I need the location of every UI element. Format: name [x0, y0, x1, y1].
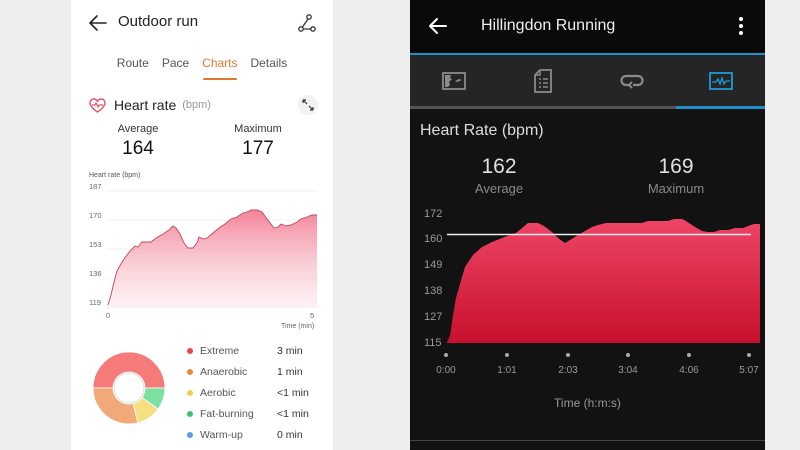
zone-row-aerobic: Aerobic <1 min	[187, 382, 317, 403]
app-bar-divider	[410, 53, 765, 55]
maximum-value: 177	[242, 138, 274, 159]
arrow-left-icon[interactable]	[428, 16, 448, 36]
heart-rate-line	[107, 209, 317, 306]
svg-text:138: 138	[424, 285, 442, 297]
y-axis: 172 160 149 138 127 115	[424, 208, 442, 349]
svg-text:136: 136	[89, 269, 102, 278]
charts-icon	[708, 72, 733, 90]
svg-text:149: 149	[424, 259, 442, 271]
zone-legend: Extreme 3 min Anaerobic 1 min Aerobic <1…	[187, 340, 317, 445]
x-axis-dots	[444, 353, 751, 357]
tab-indicator-track	[410, 106, 765, 109]
section-unit: (bpm)	[182, 99, 211, 111]
tab-pace[interactable]: Pace	[161, 56, 190, 70]
arrow-left-icon[interactable]	[87, 12, 109, 34]
average-value: 162	[481, 155, 517, 178]
zone-dot	[187, 368, 193, 375]
tab-details[interactable]	[499, 55, 588, 107]
more-vertical-icon[interactable]	[736, 16, 746, 36]
y-axis: 187 170 153 136 119	[89, 182, 102, 307]
svg-text:5: 5	[310, 311, 314, 320]
zone-row-extreme: Extreme 3 min	[187, 340, 317, 361]
heart-rate-area	[447, 219, 760, 343]
svg-text:170: 170	[89, 211, 102, 220]
zone-slice-extreme	[92, 351, 166, 389]
zone-dot	[187, 410, 193, 417]
laps-icon	[620, 74, 644, 89]
map-icon	[442, 72, 467, 90]
bottom-divider	[410, 440, 765, 441]
zone-row-warm-up: Warm-up 0 min	[187, 424, 317, 445]
zone-slice-anaerobic	[92, 387, 139, 425]
hillingdon-running-screen: Hillingdon Running	[410, 0, 765, 450]
heart-rate-icon	[89, 97, 106, 113]
zone-dot	[187, 389, 193, 396]
average-value: 164	[122, 138, 154, 159]
route-icon[interactable]	[296, 13, 318, 33]
heart-rate-chart: 172 160 149 138 127 115 0:00 1:01 2:03 3…	[424, 208, 760, 376]
maximum-label: Maximum	[647, 181, 705, 196]
tab-bar: Route Pace Charts Details	[71, 56, 333, 80]
maximum-label: Maximum	[234, 123, 282, 135]
section-title: Heart Rate (bpm)	[420, 122, 544, 139]
heart-rate-chart: Heart rate (bpm) 187 170 153 136 119 0 5…	[89, 172, 317, 330]
expand-button[interactable]	[298, 95, 318, 115]
maximum-value: 169	[658, 155, 694, 178]
active-tab-indicator	[676, 106, 765, 109]
maximum-stat: Maximum 177	[218, 123, 298, 160]
outdoor-run-screen: Outdoor run Route Pace Charts Details He…	[71, 0, 333, 450]
average-stat: Average 164	[98, 123, 178, 160]
app-bar: Hillingdon Running	[410, 0, 765, 53]
zone-row-anaerobic: Anaerobic 1 min	[187, 361, 317, 382]
svg-text:127: 127	[424, 311, 442, 323]
svg-text:115: 115	[424, 337, 442, 349]
svg-text:Time (min): Time (min)	[281, 323, 314, 330]
details-list-icon	[534, 69, 553, 93]
tab-charts[interactable]	[676, 55, 765, 107]
svg-text:4:06: 4:06	[679, 365, 699, 376]
average-stat: 162 Average	[439, 155, 559, 196]
tab-details[interactable]: Details	[250, 56, 288, 70]
section-title: Heart rate	[114, 97, 177, 113]
svg-text:172: 172	[424, 208, 442, 220]
heart-rate-area	[108, 210, 317, 307]
tab-route[interactable]: Route	[116, 56, 149, 70]
app-header: Outdoor run	[71, 0, 333, 46]
x-axis: 0:00 1:01 2:03 3:04 4:06 5:07	[436, 365, 759, 376]
svg-text:187: 187	[89, 182, 102, 191]
svg-text:0:00: 0:00	[436, 365, 456, 376]
maximum-stat: 169 Maximum	[616, 155, 736, 196]
svg-text:3:04: 3:04	[618, 365, 638, 376]
expand-icon	[302, 99, 314, 111]
average-label: Average	[474, 181, 524, 196]
svg-text:0: 0	[106, 311, 110, 320]
zone-dot	[187, 347, 193, 354]
zone-slice-fat-burning	[141, 387, 166, 410]
chart-title: Heart rate (bpm)	[89, 172, 140, 179]
average-label: Average	[117, 123, 159, 135]
svg-text:1:01: 1:01	[497, 365, 517, 376]
activity-title: Hillingdon Running	[481, 17, 616, 34]
svg-text:2:03: 2:03	[558, 365, 578, 376]
tab-charts[interactable]: Charts	[202, 56, 238, 80]
tab-laps[interactable]	[588, 55, 677, 107]
svg-text:153: 153	[89, 240, 102, 249]
svg-text:160: 160	[424, 233, 442, 245]
heart-rate-section-title: Heart rate (bpm)	[89, 97, 211, 113]
page-title: Outdoor run	[118, 13, 199, 30]
x-axis-label: Time (h:m:s)	[554, 396, 621, 410]
zone-donut-chart	[92, 351, 166, 425]
svg-text:5:07: 5:07	[739, 365, 759, 376]
tab-map[interactable]	[410, 55, 499, 107]
zone-row-fat-burning: Fat-burning <1 min	[187, 403, 317, 424]
icon-tab-bar	[410, 55, 765, 107]
zone-dot	[187, 431, 193, 438]
svg-text:119: 119	[89, 298, 101, 307]
x-axis: 0 5 Time (min)	[106, 311, 314, 330]
